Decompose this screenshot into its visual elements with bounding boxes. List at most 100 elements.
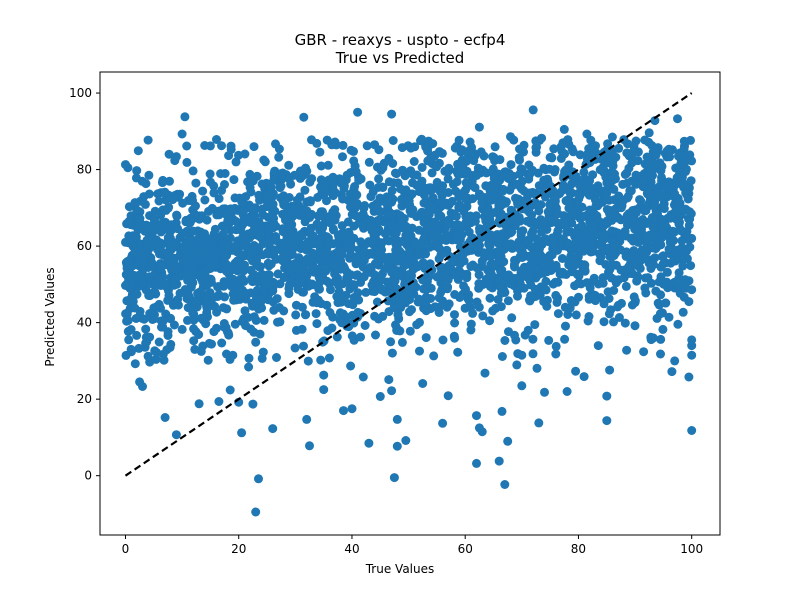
data-point bbox=[476, 147, 486, 157]
data-point bbox=[443, 174, 453, 184]
data-point bbox=[480, 368, 490, 378]
data-point bbox=[328, 260, 338, 270]
data-point bbox=[630, 222, 640, 232]
data-point bbox=[151, 354, 161, 364]
data-point bbox=[188, 308, 198, 318]
data-point bbox=[386, 220, 396, 230]
data-point bbox=[451, 211, 461, 221]
reference-line-group bbox=[124, 92, 693, 477]
data-point bbox=[627, 300, 637, 310]
data-point bbox=[188, 226, 198, 236]
data-point bbox=[624, 262, 634, 272]
data-point bbox=[673, 319, 683, 329]
data-point bbox=[464, 296, 474, 306]
data-point bbox=[644, 128, 654, 138]
data-point bbox=[499, 257, 509, 267]
data-point bbox=[139, 314, 149, 324]
data-point bbox=[429, 231, 439, 240]
data-point bbox=[498, 186, 508, 196]
data-point bbox=[314, 280, 323, 290]
data-point bbox=[238, 232, 248, 242]
data-point bbox=[191, 297, 201, 307]
data-point bbox=[409, 157, 419, 166]
y-tick-label: 0 bbox=[84, 469, 92, 483]
data-point bbox=[323, 160, 333, 170]
data-point bbox=[458, 249, 468, 259]
data-point bbox=[678, 307, 688, 317]
data-point bbox=[582, 129, 592, 139]
data-point bbox=[544, 257, 554, 266]
data-point bbox=[209, 293, 219, 302]
data-point bbox=[466, 302, 476, 312]
data-point bbox=[453, 231, 463, 240]
data-point bbox=[574, 230, 584, 240]
data-point bbox=[474, 423, 484, 433]
data-point bbox=[435, 198, 445, 207]
data-point bbox=[226, 141, 236, 151]
data-point bbox=[309, 256, 318, 266]
data-point bbox=[497, 406, 507, 416]
data-point bbox=[387, 197, 397, 207]
data-point bbox=[687, 285, 697, 295]
data-point bbox=[684, 220, 694, 230]
data-point bbox=[426, 219, 435, 229]
data-point bbox=[424, 210, 434, 219]
data-point bbox=[497, 352, 507, 361]
data-point bbox=[669, 227, 679, 237]
data-point bbox=[641, 206, 651, 216]
data-point bbox=[337, 221, 347, 231]
data-point bbox=[370, 287, 380, 297]
data-point bbox=[455, 266, 464, 276]
data-point bbox=[528, 334, 538, 344]
chart-title: GBR - reaxys - uspto - ecfp4 bbox=[294, 31, 506, 49]
data-point bbox=[472, 297, 482, 307]
data-point bbox=[650, 116, 660, 126]
data-point bbox=[294, 253, 304, 263]
data-point bbox=[255, 195, 264, 205]
data-point bbox=[577, 221, 587, 231]
data-point bbox=[566, 254, 576, 263]
data-point bbox=[611, 278, 621, 288]
data-point bbox=[562, 227, 572, 237]
data-point bbox=[169, 280, 179, 290]
data-point bbox=[413, 243, 423, 253]
data-point bbox=[489, 153, 499, 162]
data-point bbox=[534, 418, 544, 428]
data-point bbox=[459, 256, 469, 266]
data-point bbox=[475, 233, 485, 243]
data-point bbox=[141, 338, 151, 348]
data-point bbox=[417, 163, 427, 172]
data-point bbox=[269, 168, 279, 178]
data-point bbox=[590, 296, 600, 306]
data-point bbox=[220, 250, 230, 259]
data-point bbox=[414, 225, 424, 235]
data-point bbox=[386, 210, 396, 220]
data-point bbox=[580, 264, 590, 274]
data-point bbox=[421, 306, 431, 316]
data-point bbox=[271, 139, 280, 149]
data-point bbox=[547, 216, 557, 225]
data-point bbox=[574, 188, 584, 198]
data-point bbox=[575, 150, 585, 160]
data-point bbox=[272, 353, 281, 362]
data-point bbox=[614, 191, 624, 201]
data-point bbox=[203, 355, 213, 365]
data-point bbox=[565, 188, 575, 198]
data-point bbox=[285, 266, 295, 275]
data-point bbox=[132, 330, 142, 340]
data-point bbox=[354, 175, 364, 185]
data-point bbox=[339, 183, 349, 193]
data-point bbox=[443, 218, 453, 228]
data-point bbox=[495, 275, 505, 285]
data-point bbox=[154, 196, 164, 206]
data-point bbox=[149, 314, 159, 324]
data-points bbox=[121, 105, 697, 517]
data-point bbox=[533, 257, 543, 267]
data-point bbox=[560, 149, 570, 159]
data-point bbox=[424, 271, 434, 281]
data-point bbox=[601, 230, 611, 240]
data-point bbox=[526, 167, 536, 177]
data-point bbox=[151, 238, 161, 248]
data-point bbox=[515, 169, 525, 179]
data-point bbox=[298, 204, 308, 214]
